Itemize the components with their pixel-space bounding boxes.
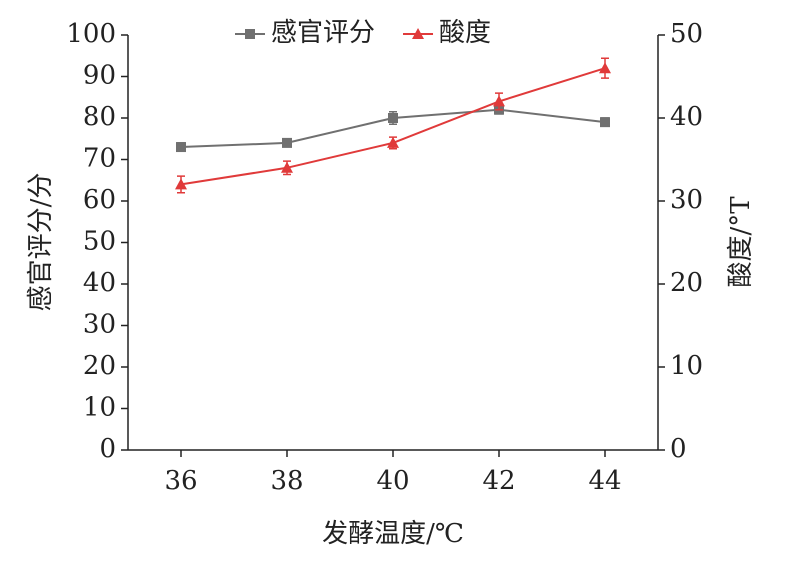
marker [175, 178, 187, 190]
marker [493, 95, 505, 107]
y-tick-label: 100 [66, 19, 116, 49]
y-axis-label: 感官评分/分 [26, 173, 56, 312]
y-tick-label: 70 [83, 144, 116, 174]
marker [388, 113, 398, 123]
marker [282, 137, 292, 148]
y-tick-label: 60 [83, 185, 116, 215]
y-tick-label: 20 [83, 351, 116, 381]
y-tick-label: 80 [83, 102, 116, 132]
marker [600, 117, 610, 128]
marker [387, 136, 399, 148]
marker [176, 142, 186, 153]
y-tick-label: 90 [83, 61, 116, 91]
legend-label: 酸度 [439, 18, 491, 48]
y2-tick-label: 20 [670, 268, 703, 298]
x-tick-label: 40 [376, 466, 409, 496]
x-axis-label: 发酵温度/℃ [322, 519, 464, 549]
y2-tick-label: 30 [670, 185, 703, 215]
legend-label: 感官评分 [271, 18, 375, 48]
marker [281, 161, 293, 173]
y2-axis-label: 酸度/°T [726, 196, 756, 288]
x-tick-label: 36 [164, 466, 197, 496]
y2-tick-label: 50 [670, 19, 703, 49]
y-tick-label: 50 [83, 227, 116, 257]
legend-marker [412, 28, 425, 39]
x-tick-label: 44 [588, 466, 621, 496]
x-tick-label: 42 [482, 466, 515, 496]
y2-tick-label: 0 [670, 434, 687, 464]
y-tick-label: 0 [99, 434, 116, 464]
marker [599, 62, 611, 74]
y-tick-label: 10 [83, 393, 116, 423]
y-tick-label: 40 [83, 268, 116, 298]
x-tick-label: 38 [270, 466, 303, 496]
legend-marker [245, 29, 255, 39]
y2-tick-label: 40 [670, 102, 703, 132]
y-tick-label: 30 [83, 310, 116, 340]
y2-tick-label: 10 [670, 351, 703, 381]
